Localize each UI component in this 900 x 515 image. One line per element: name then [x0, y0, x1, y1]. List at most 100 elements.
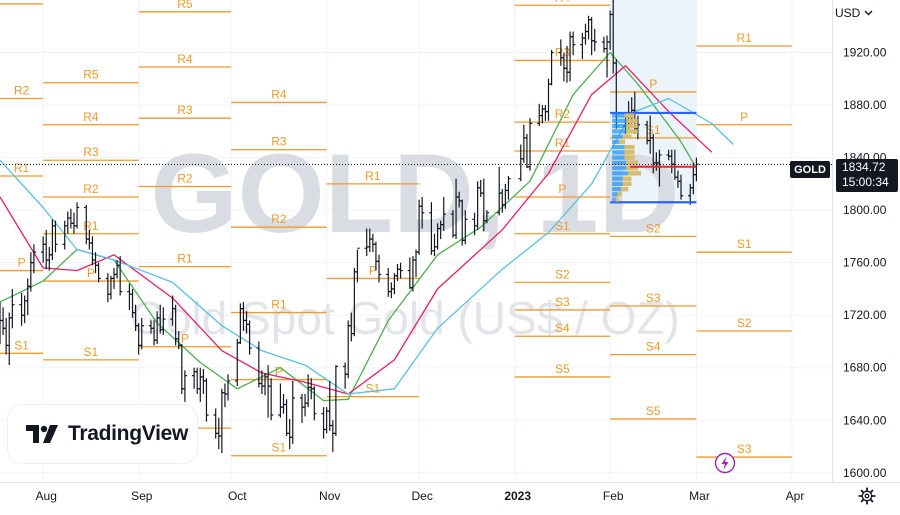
volume-profile-bar — [612, 113, 635, 118]
time-tick-label: Aug — [36, 489, 57, 503]
price-tick-label: 1760.00 — [843, 256, 887, 270]
ohlc-bar — [68, 208, 74, 229]
volume-profile-bar-sell — [622, 181, 632, 186]
ohlc-bar — [398, 262, 403, 279]
price-tick-label: 1880.00 — [843, 98, 887, 112]
ohlc-bar — [441, 197, 446, 232]
ohlc-bar — [281, 394, 286, 414]
pivot-level-label: R2 — [555, 107, 571, 121]
ohlc-bar — [601, 36, 607, 53]
pivot-level-label: S1 — [555, 219, 570, 233]
ohlc-bar — [312, 386, 317, 421]
ohlc-bar — [543, 105, 548, 121]
volume-profile-bar-sell — [624, 150, 635, 155]
pivot-level-label: S4 — [646, 340, 661, 354]
pivot-level-label: S1 — [84, 345, 99, 359]
tradingview-logo[interactable]: TradingView — [8, 405, 197, 463]
pivot-level-label: S1 — [14, 338, 29, 352]
ohlc-bar — [53, 220, 58, 253]
ohlc-bar — [108, 275, 114, 300]
time-tick-label: Nov — [319, 489, 340, 503]
volume-profile-bar-sell — [619, 139, 625, 144]
pivot-level-label: P — [181, 332, 189, 346]
volume-profile-bar — [612, 155, 635, 160]
pivot-level-label: S5 — [646, 404, 661, 418]
ohlc-bar — [25, 278, 30, 316]
volume-profile-bar-sell — [626, 129, 638, 134]
ohlc-bar — [3, 317, 9, 355]
volume-profile-bar-sell — [622, 176, 632, 181]
pivot-level-label: R5 — [83, 68, 99, 82]
ohlc-bar — [96, 262, 101, 283]
ohlc-bar — [195, 367, 200, 395]
pivot-level-label: R2 — [14, 84, 30, 98]
volume-profile-bar — [612, 165, 638, 171]
pivot-level-label: R3 — [83, 145, 99, 159]
ohlc-bar — [407, 257, 413, 289]
pivot-level-label: R4 — [271, 87, 287, 101]
ohlc-bar — [74, 202, 80, 229]
chevron-down-icon — [864, 10, 873, 16]
price-tick-label: 1800.00 — [843, 203, 887, 217]
pivot-level-label: S1 — [272, 441, 287, 455]
ohlc-bar — [19, 292, 24, 326]
time-axis-ticks: Aug Sep Oct Nov Dec 2023 Feb Mar Apr — [36, 489, 805, 503]
pivot-level-label: R4 — [177, 52, 193, 66]
ohlc-bar — [182, 370, 188, 402]
currency-selector[interactable]: USD — [835, 4, 895, 22]
volume-profile-bar — [612, 129, 638, 134]
pivot-level-label: S5 — [555, 362, 570, 376]
price-tick-label: 1720.00 — [843, 308, 887, 322]
logo-text: TradingView — [68, 422, 189, 445]
volume-profile-bar-sell — [627, 171, 641, 176]
pivot-level-label: P — [369, 263, 377, 277]
time-tick-label: Oct — [228, 489, 247, 503]
time-tick-label: Sep — [131, 489, 153, 503]
ohlc-bar — [225, 374, 231, 401]
ohlc-bar — [678, 174, 684, 200]
volume-profile-bar-sell — [626, 160, 638, 165]
pivot-level-label: P — [558, 182, 566, 196]
ohlc-bar — [201, 369, 206, 395]
pivot-level-label: S2 — [555, 267, 570, 281]
ohlc-bar — [111, 267, 117, 289]
gear-icon[interactable] — [856, 486, 878, 506]
pivot-level-label: R1 — [365, 169, 381, 183]
price-axis[interactable] — [833, 0, 900, 482]
pivot-level-label: R1 — [14, 161, 30, 175]
moving-average-line — [0, 97, 734, 395]
volume-profile — [610, 111, 697, 204]
ohlc-bar — [22, 295, 27, 324]
ohlc-bar — [65, 211, 70, 234]
pivot-level-label: R1 — [737, 31, 753, 45]
ohlc-bar — [71, 212, 77, 234]
volume-profile-bar — [612, 176, 632, 181]
pivot-level-label: R3 — [14, 0, 30, 3]
volume-profile-bar-sell — [626, 165, 638, 171]
ohlc-bar — [419, 197, 425, 229]
ohlc-bar — [342, 362, 348, 389]
symbol-tag: GOLD — [790, 161, 830, 178]
ohlc-bar — [278, 383, 283, 418]
ohlc-bar — [540, 105, 545, 124]
volume-profile-bar — [612, 186, 629, 192]
ohlc-bar — [87, 229, 92, 250]
price-tick-label: 1920.00 — [843, 46, 887, 60]
pivot-level-label: R4 — [555, 0, 571, 4]
ohlc-bar — [219, 388, 225, 454]
lightning-icon[interactable] — [714, 452, 736, 474]
time-axis[interactable] — [0, 482, 833, 510]
ohlc-bar — [198, 367, 203, 402]
ohlc-bar — [302, 394, 308, 417]
pivot-level-label: S3 — [737, 442, 752, 456]
time-tick-label: Mar — [689, 489, 710, 503]
pivot-level-label: S1 — [737, 237, 752, 251]
ohlc-bar — [222, 383, 228, 408]
ohlc-bar — [284, 399, 289, 437]
pivot-level-label: R5 — [177, 0, 193, 11]
volume-profile-bar — [612, 171, 641, 176]
watermark-name: Gold Spot Gold (US$ / OZ) — [130, 292, 680, 344]
pivot-level-label: R3 — [271, 135, 287, 149]
